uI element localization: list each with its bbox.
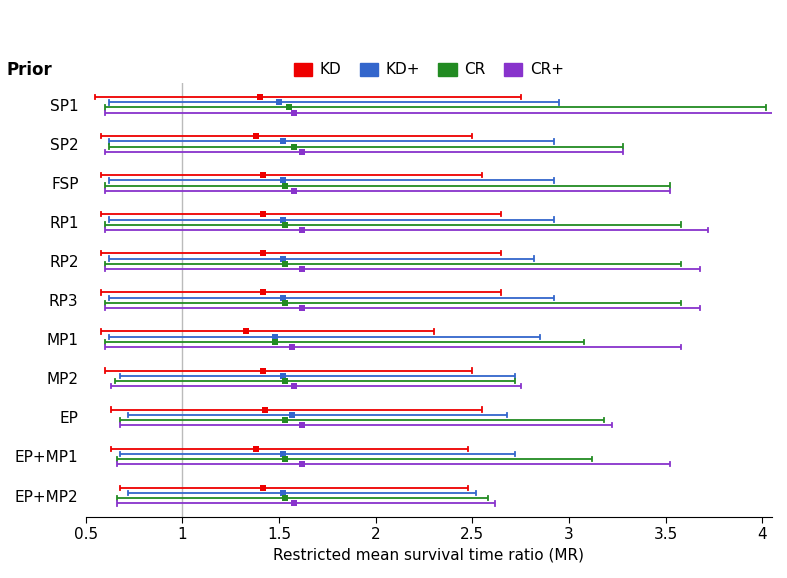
- Text: Prior: Prior: [6, 61, 53, 79]
- X-axis label: Restricted mean survival time ratio (MR): Restricted mean survival time ratio (MR): [273, 548, 584, 563]
- Legend: KD, KD+, CR, CR+: KD, KD+, CR, CR+: [287, 57, 570, 84]
